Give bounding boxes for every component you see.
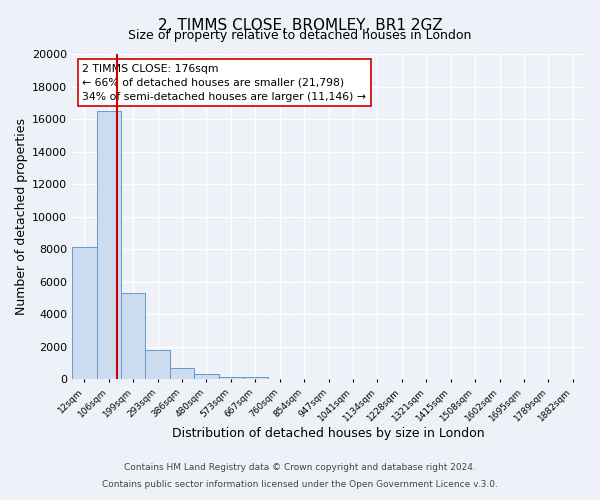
Bar bbox=[243, 376, 268, 379]
Bar bbox=[97, 111, 121, 379]
Bar bbox=[145, 350, 170, 379]
Bar bbox=[121, 293, 145, 379]
Text: 2 TIMMS CLOSE: 176sqm
← 66% of detached houses are smaller (21,798)
34% of semi-: 2 TIMMS CLOSE: 176sqm ← 66% of detached … bbox=[82, 64, 367, 102]
Bar bbox=[218, 376, 243, 379]
Text: Contains HM Land Registry data © Crown copyright and database right 2024.: Contains HM Land Registry data © Crown c… bbox=[124, 464, 476, 472]
Text: Contains public sector information licensed under the Open Government Licence v.: Contains public sector information licen… bbox=[102, 480, 498, 489]
Bar bbox=[194, 374, 218, 379]
Bar bbox=[72, 248, 97, 379]
Y-axis label: Number of detached properties: Number of detached properties bbox=[15, 118, 28, 315]
Bar bbox=[170, 368, 194, 379]
Text: Size of property relative to detached houses in London: Size of property relative to detached ho… bbox=[128, 29, 472, 42]
X-axis label: Distribution of detached houses by size in London: Distribution of detached houses by size … bbox=[172, 427, 485, 440]
Text: 2, TIMMS CLOSE, BROMLEY, BR1 2GZ: 2, TIMMS CLOSE, BROMLEY, BR1 2GZ bbox=[158, 18, 442, 32]
